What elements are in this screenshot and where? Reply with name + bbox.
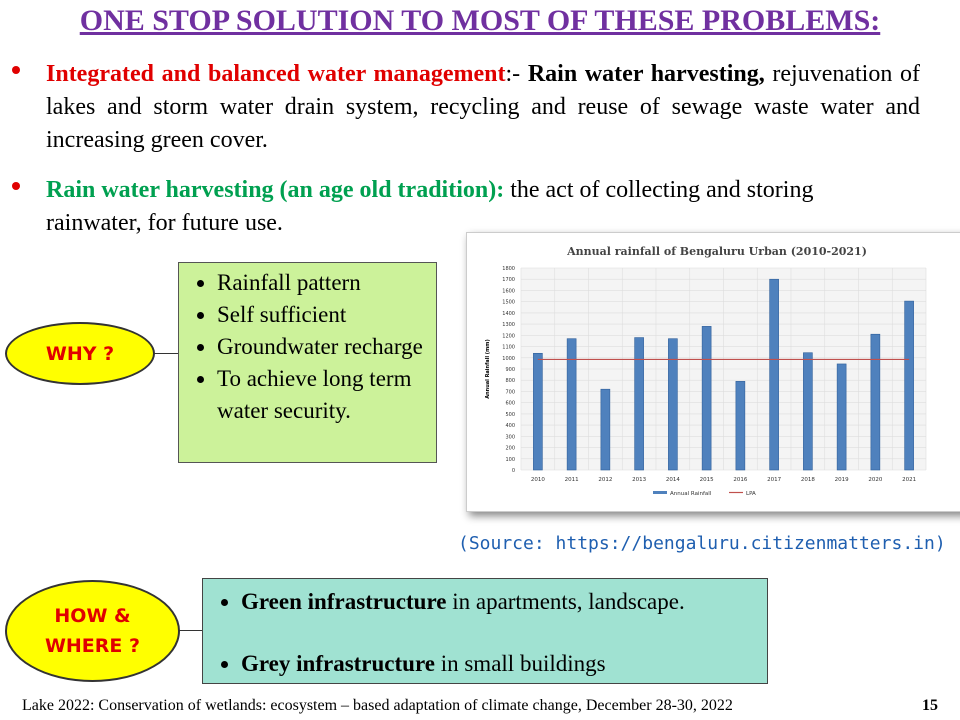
x-tick-label: 2018 [801,477,815,483]
x-tick-label: 2011 [565,477,579,483]
y-tick-label: 1700 [502,277,515,283]
list-item: Self sufficient [217,299,436,331]
connector-line [150,353,180,354]
bar-2014 [668,338,678,471]
how-where-box: Green infrastructure in apartments, land… [202,578,768,684]
how-label: HOW & [54,605,131,627]
y-tick-label: 100 [505,457,515,463]
slide-title: ONE STOP SOLUTION TO MOST OF THESE PROBL… [79,4,881,37]
y-axis-label: Annual Rainfall (mm) [485,339,491,399]
legend-label: Annual Rainfall [670,491,712,497]
list-item: Green infrastructure in apartments, land… [241,585,767,619]
y-tick-label: 700 [505,389,515,395]
how-where-ellipse: HOW & WHERE ? [5,580,180,682]
y-tick-label: 300 [505,434,515,440]
why-ellipse: WHY ? [5,322,155,385]
highlight-text: Integrated and balanced water management [46,61,506,87]
y-tick-label: 1800 [502,266,515,272]
bullet-water-management: Integrated and balanced water management… [46,58,920,157]
bullet-icon [12,66,20,74]
y-tick-label: 600 [505,401,515,407]
y-tick-label: 200 [505,446,515,452]
y-tick-label: 1300 [502,322,515,328]
y-tick-label: 500 [505,412,515,418]
bold-text: Grey infrastructure [241,651,435,676]
body-text: in apartments, landscape. [446,589,685,614]
list-item: Grey infrastructure in small buildings [241,647,767,681]
page-number: 15 [922,697,938,714]
y-tick-label: 900 [505,367,515,373]
list-item: Rainfall pattern [217,267,436,299]
body-text: the act of collecting and storing rainwa… [46,177,814,236]
y-tick-label: 1400 [502,311,515,317]
bar-2016 [735,381,746,471]
y-tick-label: 1500 [502,300,515,306]
legend-label: LPA [746,491,756,497]
x-tick-label: 2015 [700,477,714,483]
why-label: WHY ? [45,342,115,365]
bar-2011 [566,338,577,471]
bullet-icon [12,182,20,190]
bold-text: Rain water harvesting, [527,61,765,87]
y-tick-label: 0 [512,468,515,474]
connector-line [178,630,204,631]
x-tick-label: 2016 [733,477,747,483]
y-tick-label: 1600 [502,288,515,294]
chart-title: Annual rainfall of Bengaluru Urban (2010… [566,245,867,258]
body-text: rejuvenation of lakes and storm water dr… [46,61,920,153]
bar-2013 [634,337,644,471]
bar-2012 [600,388,611,471]
bar-2018 [803,352,813,471]
list-item: Groundwater recharge [217,331,436,363]
bar-2021 [904,300,914,471]
rainfall-chart: Annual rainfall of Bengaluru Urban (2010… [466,232,960,512]
x-tick-label: 2019 [835,477,849,483]
bar-2020 [870,333,881,471]
y-tick-label: 1200 [502,333,515,339]
highlight-text: Rain water harvesting (an age old tradit… [46,177,505,203]
legend-swatch-annual-rainfall [653,491,667,494]
y-tick-label: 1100 [502,345,515,351]
x-tick-label: 2013 [632,477,646,483]
footer-text: Lake 2022: Conservation of wetlands: eco… [22,697,733,714]
source-citation: (Source: https://bengaluru.citizenmatter… [458,533,946,554]
x-tick-label: 2017 [767,477,781,483]
bold-text: Green infrastructure [241,589,447,614]
x-tick-label: 2010 [531,477,545,483]
separator: :- [505,61,528,87]
why-reasons-box: Rainfall pattern Self sufficient Groundw… [178,262,437,463]
bar-2015 [701,326,712,471]
y-tick-label: 400 [505,423,515,429]
bar-2010 [533,352,543,471]
x-tick-label: 2014 [666,477,680,483]
list-item: To achieve long term water security. [217,363,436,427]
x-tick-label: 2021 [902,477,916,483]
chart-svg: Annual rainfall of Bengaluru Urban (2010… [485,245,927,497]
bar-2019 [836,363,847,471]
bullet-rain-water-harvesting: Rain water harvesting (an age old tradit… [46,174,896,240]
where-label: WHERE ? [44,635,141,657]
x-tick-label: 2020 [868,477,882,483]
y-tick-label: 1000 [502,356,515,362]
bar-2017 [769,278,779,471]
body-text: in small buildings [434,651,606,676]
y-tick-label: 800 [505,378,515,384]
x-tick-label: 2012 [598,477,612,483]
